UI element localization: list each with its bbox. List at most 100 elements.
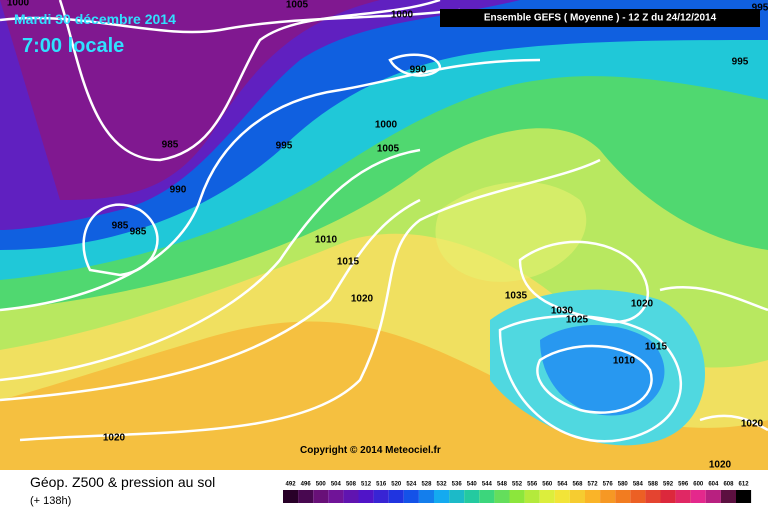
scale-swatch: [675, 490, 691, 503]
isobar-label: 985: [112, 221, 129, 232]
isobar-label: 1020: [351, 294, 374, 305]
isobar-label: 1010: [315, 235, 338, 246]
scale-label: 516: [376, 482, 387, 488]
isobar-label: 985: [162, 140, 179, 151]
zone: [0, 0, 380, 200]
run-box: [440, 9, 760, 27]
scale-label: 512: [361, 482, 372, 488]
scale-swatch: [418, 490, 434, 503]
isobar-label: 1000: [7, 0, 30, 9]
scale-swatch: [464, 490, 480, 503]
isobar: [0, 148, 421, 382]
isobar-label: 1020: [709, 460, 732, 471]
isobar: [659, 286, 768, 312]
run-info: Ensemble GEFS ( Moyenne ) - 12 Z du 24/1…: [484, 13, 717, 24]
isobar-label: 1015: [337, 257, 360, 268]
scale-swatch: [388, 490, 404, 503]
scale-label: 528: [421, 482, 432, 488]
scale-label: 604: [708, 482, 719, 488]
scale-label: 556: [527, 482, 538, 488]
scale-label: 596: [678, 482, 689, 488]
scale-swatch: [569, 490, 585, 503]
scale-swatch: [358, 490, 374, 503]
scale-label: 572: [588, 482, 599, 488]
scale-label: 568: [572, 482, 583, 488]
scale-label: 548: [497, 482, 508, 488]
isobar: [0, 58, 541, 312]
isobar-label: 1015: [645, 342, 668, 353]
scale-swatch: [479, 490, 495, 503]
scale-swatch: [449, 490, 465, 503]
scale-swatch: [600, 490, 616, 503]
scale-label: 500: [316, 482, 327, 488]
scale-label: 560: [542, 482, 553, 488]
scale-swatch: [554, 490, 570, 503]
isobar-label: 1000: [391, 10, 414, 21]
scale-swatch: [373, 490, 389, 503]
scale-label: 576: [603, 482, 614, 488]
scale-swatch: [645, 490, 661, 503]
isobar: [699, 414, 768, 432]
scale-swatch: [434, 490, 450, 503]
scale-swatch: [660, 490, 676, 503]
scale-swatch: [705, 490, 721, 503]
scale-label: 608: [723, 482, 734, 488]
scale-label: 524: [406, 482, 417, 488]
isobar-label: 1005: [377, 144, 400, 155]
isobar-label: 990: [410, 65, 427, 76]
isobar-label: 1035: [505, 291, 528, 302]
isobar-label: 1010: [613, 356, 636, 367]
scale-swatch: [539, 490, 555, 503]
scale-label: 580: [618, 482, 629, 488]
scale-swatch: [690, 490, 706, 503]
isobar: [58, 0, 441, 162]
isobar-label: 995: [276, 141, 293, 152]
copyright: Copyright © 2014 Meteociel.fr: [300, 445, 441, 456]
isobar: [388, 53, 442, 77]
isobar-label: 1030: [551, 306, 574, 317]
scale-label: 508: [346, 482, 357, 488]
isobar-label: 1020: [741, 419, 764, 430]
scale-swatch: [494, 490, 510, 503]
scale-swatch: [736, 490, 752, 503]
scale-swatch: [615, 490, 631, 503]
footer-lead: (+ 138h): [30, 495, 71, 507]
isobar-label: 990: [170, 185, 187, 196]
scale-label: 612: [739, 482, 750, 488]
isobar-label: 1000: [375, 120, 398, 131]
scale-label: 584: [633, 482, 644, 488]
scale-swatch: [524, 490, 540, 503]
isobar-label: 1025: [566, 315, 589, 326]
scale-label: 504: [331, 482, 342, 488]
scale-label: 540: [467, 482, 478, 488]
isobar: [498, 314, 683, 443]
scale-swatch: [720, 490, 736, 503]
scale-swatch: [585, 490, 601, 503]
scale-swatch: [313, 490, 329, 503]
isobar-label: 1020: [103, 433, 126, 444]
isobar: [0, 8, 461, 34]
isobar-label: 1020: [631, 299, 654, 310]
isobar-label: 995: [752, 3, 768, 14]
isobar: [536, 344, 653, 414]
isobar: [518, 240, 650, 324]
isobar: [19, 158, 601, 442]
scale-label: 600: [693, 482, 704, 488]
time: 7:00 locale: [22, 35, 124, 57]
zone: [435, 181, 587, 282]
scale-swatch: [403, 490, 419, 503]
scale-label: 564: [557, 482, 568, 488]
scale-label: 532: [437, 482, 448, 488]
scale-swatch: [343, 490, 359, 503]
scale-label: 544: [482, 482, 493, 488]
scale-label: 496: [301, 482, 312, 488]
isobar-label: 995: [732, 57, 749, 68]
isobar: [0, 198, 421, 402]
scale-swatch: [283, 490, 299, 503]
scale-label: 492: [286, 482, 297, 488]
scale-swatch: [630, 490, 646, 503]
scale-label: 588: [648, 482, 659, 488]
isobar-label: 1005: [286, 0, 309, 11]
